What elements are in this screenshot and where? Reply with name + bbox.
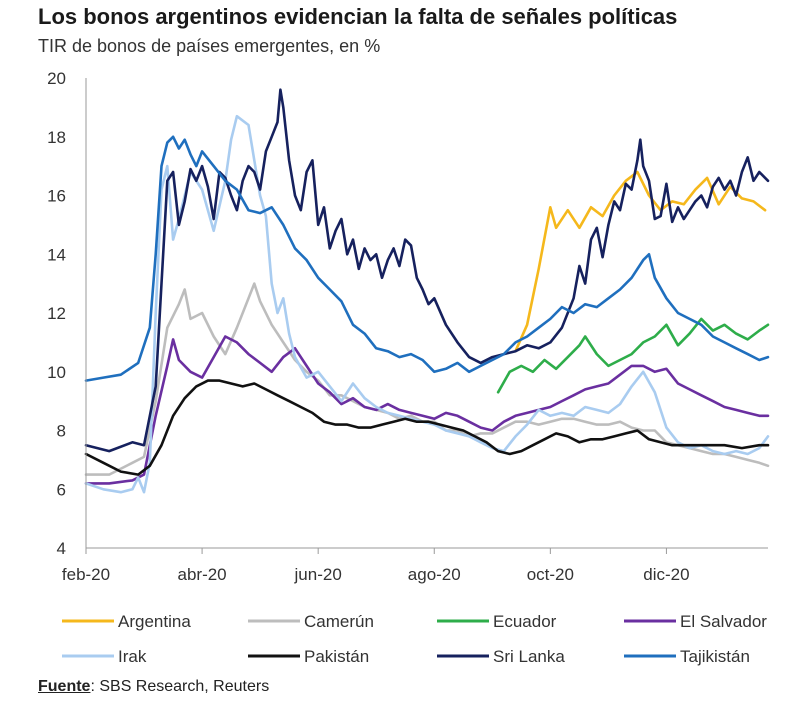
y-tick-label: 18	[47, 128, 66, 147]
source-note: Fuente: SBS Research, Reuters	[38, 678, 269, 696]
y-tick-label: 6	[57, 480, 66, 499]
chart-subtitle: TIR de bonos de países emergentes, en %	[38, 36, 381, 56]
legend-label: Sri Lanka	[493, 647, 565, 666]
series-line-argentina	[514, 170, 767, 353]
axes: 20 18 16 14 12 10 8 6 4 feb-20 abr-20 jun-20 ago-20 o…	[47, 69, 768, 584]
legend-label: Irak	[118, 647, 147, 666]
legend-item: Sri Lanka	[437, 647, 565, 666]
chart-title: Los bonos argentinos evidencian la falta…	[38, 4, 678, 29]
series-line-camerún	[84, 282, 770, 476]
series-line-tajikistán	[84, 135, 770, 382]
source-text: : SBS Research, Reuters	[90, 678, 270, 695]
x-tick-label: jun-20	[294, 565, 342, 584]
x-tick-label: oct-20	[527, 565, 574, 584]
legend-item: Argentina	[62, 612, 191, 631]
y-tick-label: 8	[57, 422, 66, 441]
series-line-pakistán	[84, 379, 770, 476]
legend-label: Ecuador	[493, 612, 557, 631]
x-tick-label: feb-20	[62, 565, 110, 584]
legend-label: Camerún	[304, 612, 374, 631]
series-line-sri-lanka	[84, 88, 770, 453]
source-label: Fuente	[38, 678, 91, 695]
legend-item: Irak	[62, 647, 147, 666]
legend-label: Tajikistán	[680, 647, 750, 666]
series-line-el-salvador	[84, 335, 770, 485]
x-tick-label: dic-20	[643, 565, 689, 584]
y-tick-label: 16	[47, 187, 66, 206]
y-tick-label: 4	[57, 539, 66, 558]
legend: Argentina Camerún Ecuador El Salvador Irak Pa…	[62, 612, 767, 666]
legend-item: Tajikistán	[624, 647, 750, 666]
y-tick-label: 12	[47, 304, 66, 323]
legend-label: El Salvador	[680, 612, 767, 631]
series-line-ecuador	[496, 317, 770, 394]
series-line-irak	[84, 114, 770, 494]
x-tick-label: ago-20	[408, 565, 461, 584]
legend-item: Camerún	[248, 612, 374, 631]
y-tick-label: 14	[47, 245, 66, 264]
plot-area	[84, 88, 770, 494]
legend-item: Ecuador	[437, 612, 557, 631]
y-tick-label: 10	[47, 363, 66, 382]
y-tick-label: 20	[47, 69, 66, 88]
x-tick-label: abr-20	[178, 565, 227, 584]
legend-label: Pakistán	[304, 647, 369, 666]
legend-label: Argentina	[118, 612, 191, 631]
legend-item: Pakistán	[248, 647, 369, 666]
legend-item: El Salvador	[624, 612, 767, 631]
